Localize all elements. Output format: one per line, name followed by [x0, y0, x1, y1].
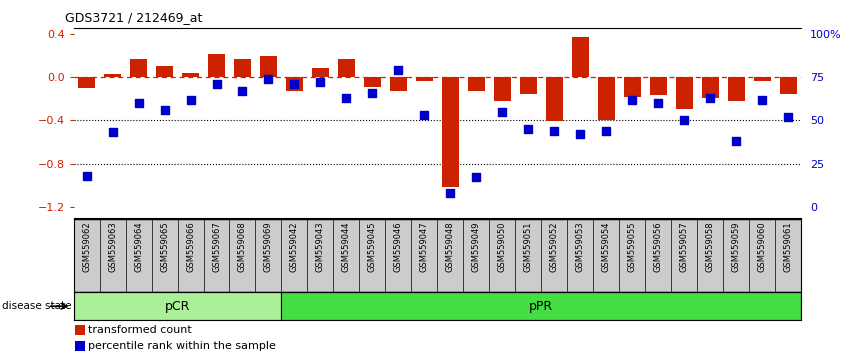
- Text: GSM559057: GSM559057: [680, 222, 688, 272]
- Text: GSM559049: GSM559049: [472, 222, 481, 272]
- Text: GSM559067: GSM559067: [212, 222, 221, 273]
- Text: GSM559042: GSM559042: [290, 222, 299, 272]
- Text: GSM559044: GSM559044: [342, 222, 351, 272]
- Bar: [572, 37, 589, 77]
- Text: GSM559061: GSM559061: [784, 222, 792, 272]
- Bar: [727, 77, 745, 101]
- Point: [599, 128, 613, 133]
- Bar: [468, 77, 485, 91]
- Text: GSM559060: GSM559060: [758, 222, 766, 272]
- Text: GSM559058: GSM559058: [706, 222, 714, 272]
- Text: disease state: disease state: [2, 301, 71, 311]
- Point: [469, 175, 483, 180]
- Point: [339, 95, 353, 101]
- Point: [106, 130, 120, 135]
- Bar: [753, 77, 771, 81]
- Point: [132, 100, 145, 106]
- Point: [495, 109, 509, 114]
- Text: GSM559055: GSM559055: [628, 222, 637, 272]
- Point: [391, 67, 405, 73]
- Text: GDS3721 / 212469_at: GDS3721 / 212469_at: [65, 11, 203, 24]
- Point: [625, 97, 639, 102]
- Text: GSM559068: GSM559068: [238, 222, 247, 273]
- Bar: [130, 59, 147, 77]
- Bar: [78, 77, 95, 88]
- Text: transformed count: transformed count: [88, 325, 192, 335]
- Point: [210, 81, 223, 87]
- Bar: [779, 77, 797, 94]
- Bar: [442, 77, 459, 187]
- Point: [547, 128, 561, 133]
- Point: [755, 97, 769, 102]
- Bar: [312, 68, 329, 77]
- Bar: [494, 77, 511, 101]
- Bar: [208, 54, 225, 77]
- Point: [262, 76, 275, 81]
- Point: [677, 118, 691, 123]
- Text: GSM559065: GSM559065: [160, 222, 169, 272]
- Bar: [281, 292, 801, 320]
- Bar: [416, 77, 433, 81]
- Text: GSM559047: GSM559047: [420, 222, 429, 272]
- Text: GSM559069: GSM559069: [264, 222, 273, 272]
- Point: [184, 97, 197, 102]
- Bar: [260, 56, 277, 77]
- Point: [651, 100, 665, 106]
- Point: [80, 173, 94, 178]
- Text: GSM559048: GSM559048: [446, 222, 455, 272]
- Point: [365, 90, 379, 96]
- Point: [781, 114, 795, 120]
- Bar: [675, 77, 693, 109]
- Text: GSM559050: GSM559050: [498, 222, 507, 272]
- Text: GSM559051: GSM559051: [524, 222, 533, 272]
- Bar: [390, 77, 407, 91]
- Text: GSM559054: GSM559054: [602, 222, 611, 272]
- Text: GSM559045: GSM559045: [368, 222, 377, 272]
- Text: GSM559046: GSM559046: [394, 222, 403, 272]
- Bar: [650, 77, 667, 96]
- Point: [313, 79, 327, 85]
- Text: percentile rank within the sample: percentile rank within the sample: [88, 341, 276, 351]
- Bar: [520, 77, 537, 94]
- Bar: [74, 292, 281, 320]
- Text: GSM559063: GSM559063: [108, 222, 117, 273]
- Point: [521, 126, 535, 132]
- Text: GSM559053: GSM559053: [576, 222, 585, 272]
- Text: GSM559066: GSM559066: [186, 222, 195, 273]
- Text: GSM559062: GSM559062: [82, 222, 91, 272]
- Point: [573, 131, 587, 137]
- Bar: [338, 59, 355, 77]
- Bar: [75, 325, 85, 335]
- Text: GSM559043: GSM559043: [316, 222, 325, 272]
- Point: [703, 95, 717, 101]
- Bar: [104, 74, 121, 77]
- Point: [158, 107, 171, 113]
- Point: [288, 81, 301, 87]
- Point: [729, 138, 743, 144]
- Bar: [286, 77, 303, 91]
- Bar: [598, 77, 615, 120]
- Text: GSM559052: GSM559052: [550, 222, 559, 272]
- Text: pPR: pPR: [529, 300, 553, 313]
- Bar: [234, 59, 251, 77]
- Text: GSM559064: GSM559064: [134, 222, 143, 272]
- Bar: [624, 77, 641, 97]
- Bar: [156, 66, 173, 77]
- Bar: [182, 73, 199, 77]
- Text: pCR: pCR: [165, 300, 191, 313]
- Bar: [701, 77, 719, 98]
- Text: GSM559056: GSM559056: [654, 222, 662, 272]
- Point: [417, 112, 431, 118]
- Bar: [75, 341, 85, 351]
- Bar: [364, 77, 381, 87]
- Bar: [546, 77, 563, 121]
- Point: [236, 88, 249, 94]
- Point: [443, 190, 457, 196]
- Text: GSM559059: GSM559059: [732, 222, 740, 272]
